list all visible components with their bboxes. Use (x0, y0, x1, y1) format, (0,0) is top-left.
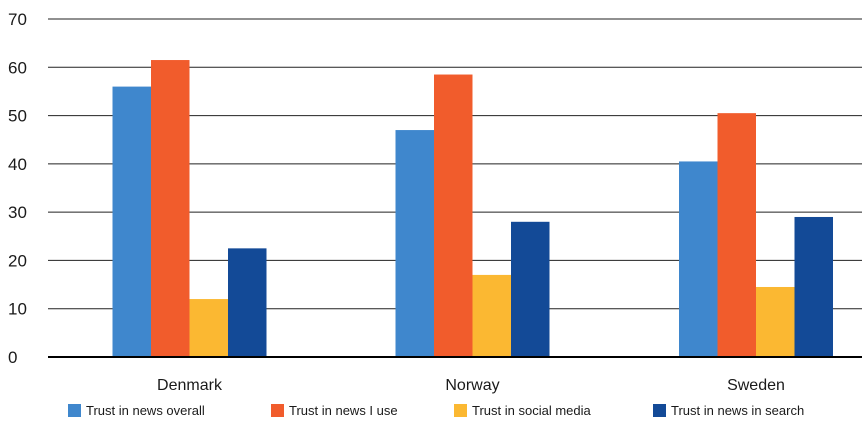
y-tick-label: 0 (8, 348, 17, 367)
legend-item: Trust in social media (454, 403, 591, 418)
bar-sweden-2 (717, 113, 756, 358)
legend-item: Trust in news I use (271, 403, 398, 418)
legend-label: Trust in news overall (86, 403, 205, 418)
bar-sweden-3 (756, 286, 795, 357)
legend-swatch (454, 404, 467, 417)
y-tick-label: 70 (8, 10, 27, 29)
bar-sweden-1 (679, 161, 718, 357)
legend-label: Trust in news in search (671, 403, 804, 418)
bar-norway-4 (511, 221, 550, 357)
legend-swatch (68, 404, 81, 417)
y-tick-label: 10 (8, 300, 27, 319)
y-axis-ticks: 0 10 20 30 40 50 60 70 (8, 10, 27, 367)
y-tick-label: 40 (8, 155, 27, 174)
legend: Trust in news overall Trust in news I use… (68, 403, 804, 418)
legend-swatch (653, 404, 666, 417)
bar-sweden-4 (794, 216, 833, 357)
category-labels: Denmark Norway Sweden (157, 377, 785, 394)
y-tick-label: 20 (8, 251, 27, 270)
legend-label: Trust in social media (472, 403, 591, 418)
bar-denmark-4 (228, 248, 267, 357)
bars (112, 60, 833, 358)
bar-denmark-2 (151, 60, 190, 358)
legend-swatch (271, 404, 284, 417)
category-label: Norway (445, 377, 499, 394)
bar-denmark-1 (112, 86, 151, 357)
bar-norway-1 (395, 130, 434, 357)
bar-denmark-3 (189, 299, 228, 357)
legend-item: Trust in news overall (68, 403, 205, 418)
legend-item: Trust in news in search (653, 403, 804, 418)
category-label: Denmark (157, 377, 223, 394)
y-tick-label: 60 (8, 58, 27, 77)
bar-norway-2 (434, 74, 473, 358)
bar-norway-3 (472, 274, 511, 357)
y-tick-label: 50 (8, 107, 27, 126)
y-tick-label: 30 (8, 203, 27, 222)
category-label: Sweden (727, 377, 785, 394)
legend-label: Trust in news I use (289, 403, 398, 418)
